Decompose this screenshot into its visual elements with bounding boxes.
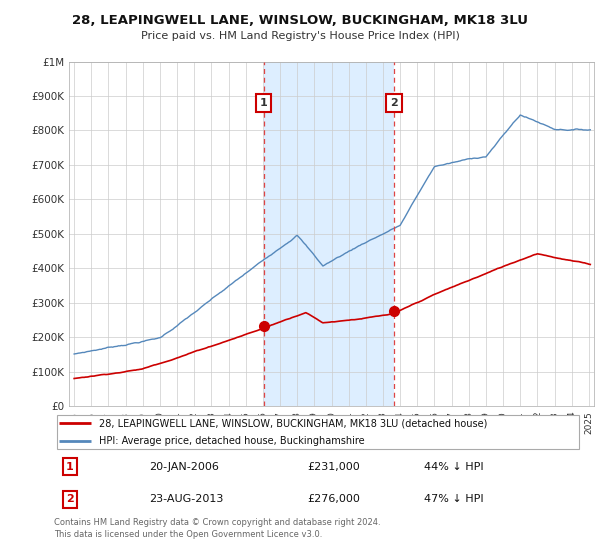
FancyBboxPatch shape (56, 414, 580, 449)
Text: £276,000: £276,000 (307, 494, 361, 505)
Text: 20-JAN-2006: 20-JAN-2006 (149, 461, 219, 472)
Text: 1: 1 (66, 461, 74, 472)
Bar (264, 62, 394, 406)
Text: Contains HM Land Registry data © Crown copyright and database right 2024.
This d: Contains HM Land Registry data © Crown c… (54, 518, 380, 539)
Text: 2: 2 (390, 98, 398, 108)
Text: 44% ↓ HPI: 44% ↓ HPI (424, 461, 483, 472)
Text: 2: 2 (66, 494, 74, 505)
Text: HPI: Average price, detached house, Buckinghamshire: HPI: Average price, detached house, Buck… (99, 436, 365, 446)
Text: Price paid vs. HM Land Registry's House Price Index (HPI): Price paid vs. HM Land Registry's House … (140, 31, 460, 41)
Text: 47% ↓ HPI: 47% ↓ HPI (424, 494, 483, 505)
Text: 1: 1 (260, 98, 268, 108)
Text: 28, LEAPINGWELL LANE, WINSLOW, BUCKINGHAM, MK18 3LU: 28, LEAPINGWELL LANE, WINSLOW, BUCKINGHA… (72, 14, 528, 27)
Text: 23-AUG-2013: 23-AUG-2013 (149, 494, 223, 505)
Text: £231,000: £231,000 (307, 461, 360, 472)
Text: 28, LEAPINGWELL LANE, WINSLOW, BUCKINGHAM, MK18 3LU (detached house): 28, LEAPINGWELL LANE, WINSLOW, BUCKINGHA… (99, 418, 487, 428)
